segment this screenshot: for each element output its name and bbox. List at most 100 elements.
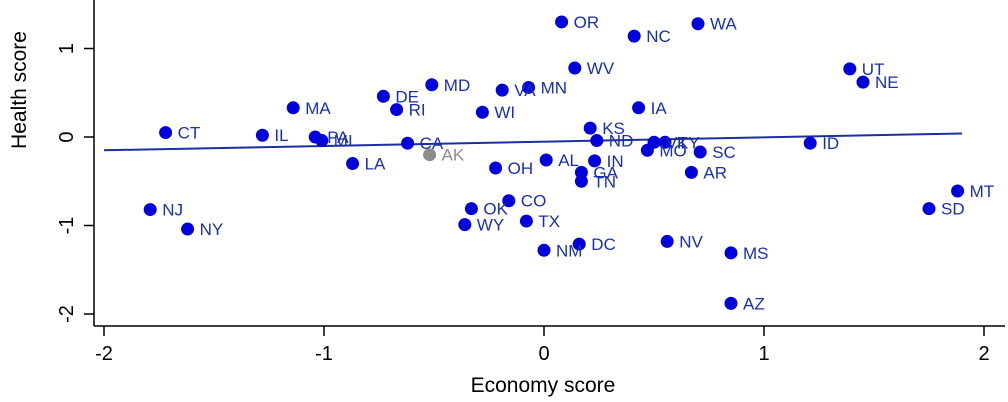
point-ar xyxy=(684,165,698,179)
point-label-wa: WA xyxy=(710,15,737,34)
point-label-az: AZ xyxy=(743,294,765,313)
point-label-ms: MS xyxy=(743,244,769,263)
point-wi xyxy=(475,105,489,119)
point-mn xyxy=(522,80,536,94)
point-label-pa: PA xyxy=(327,128,349,147)
point-label-wi: WI xyxy=(494,103,515,122)
x-tick-label: 1 xyxy=(758,343,769,365)
point-label-va: VA xyxy=(514,81,536,100)
point-label-ok: OK xyxy=(483,200,508,219)
y-tick-label: -1 xyxy=(56,217,78,235)
point-label-ar: AR xyxy=(703,163,727,182)
point-label-al: AL xyxy=(558,151,579,170)
point-sc xyxy=(693,145,707,159)
point-ca xyxy=(401,136,415,150)
point-ia xyxy=(632,101,646,115)
point-label-co: CO xyxy=(521,192,547,211)
point-al xyxy=(539,153,553,167)
x-tick-label: -1 xyxy=(315,343,333,365)
point-label-md: MD xyxy=(444,76,470,95)
point-wy xyxy=(458,218,472,232)
point-ne xyxy=(856,75,870,89)
point-nm xyxy=(537,243,551,257)
point-label-ga: GA xyxy=(593,163,618,182)
point-label-tn: TN xyxy=(593,172,616,191)
point-label-sd: SD xyxy=(941,200,965,219)
point-label-oh: OH xyxy=(508,159,533,178)
y-axis-title: Health score xyxy=(8,31,31,149)
point-label-ma: MA xyxy=(305,99,331,118)
point-dc xyxy=(572,237,586,251)
point-label-wy: WY xyxy=(477,216,504,235)
point-ny xyxy=(181,222,195,236)
point-md xyxy=(425,78,439,92)
x-axis-title: Economy score xyxy=(471,374,616,397)
point-az xyxy=(724,296,738,310)
fit-line xyxy=(103,132,963,152)
point-ms xyxy=(724,246,738,260)
point-la xyxy=(346,157,360,171)
point-label-or: OR xyxy=(574,13,600,32)
y-tick-label: 0 xyxy=(56,131,78,142)
point-label-nc: NC xyxy=(646,27,671,46)
x-tick-label: 0 xyxy=(538,343,549,365)
point-tx xyxy=(519,214,533,228)
point-label-mo: MO xyxy=(659,141,686,160)
y-axis-ticks: -2 -1 0 1 xyxy=(56,43,94,323)
point-label-ks: KS xyxy=(602,119,625,138)
x-tick-label: -2 xyxy=(95,343,113,365)
point-label-ct: CT xyxy=(178,124,201,143)
point-label-nd: ND xyxy=(609,132,634,151)
point-de xyxy=(376,89,390,103)
point-label-dc: DC xyxy=(591,235,616,254)
point-id xyxy=(803,136,817,150)
point-label-nv: NV xyxy=(679,232,703,251)
point-sd xyxy=(922,202,936,216)
point-label-ak: AK xyxy=(442,146,465,165)
point-tn xyxy=(574,174,588,188)
point-or xyxy=(555,15,569,29)
point-label-de: DE xyxy=(395,87,419,106)
point-label-mn: MN xyxy=(541,78,567,97)
point-nc xyxy=(627,29,641,43)
point-co xyxy=(502,194,516,208)
point-ct xyxy=(159,126,173,140)
point-nj xyxy=(143,203,157,217)
point-nv xyxy=(660,234,674,248)
point-label-ne: NE xyxy=(875,73,899,92)
point-label-in: IN xyxy=(607,152,624,171)
point-ma xyxy=(286,101,300,115)
point-mi xyxy=(315,134,329,148)
y-tick-label: -2 xyxy=(56,305,78,323)
point-ky xyxy=(658,135,672,149)
point-va xyxy=(495,83,509,97)
point-mo xyxy=(640,143,654,157)
point-label-mt: MT xyxy=(970,182,995,201)
point-oh xyxy=(489,161,503,175)
point-ks xyxy=(583,121,597,135)
point-label-il: IL xyxy=(274,126,288,145)
point-label-ut: UT xyxy=(862,60,885,79)
point-ut xyxy=(843,62,857,76)
point-label-ri: RI xyxy=(409,101,426,120)
point-ok xyxy=(464,202,478,216)
point-il xyxy=(255,128,269,142)
point-label-la: LA xyxy=(365,155,386,174)
point-label-ky: KY xyxy=(677,133,700,152)
point-label-vt: VT xyxy=(666,133,688,152)
point-label-ca: CA xyxy=(420,134,444,153)
point-mt xyxy=(951,184,965,198)
point-wv xyxy=(568,61,582,75)
y-tick-label: 1 xyxy=(56,43,78,54)
point-label-nj: NJ xyxy=(162,201,183,220)
point-label-tx: TX xyxy=(538,212,560,231)
point-label-sc: SC xyxy=(712,143,736,162)
point-ri xyxy=(390,103,404,117)
point-label-nm: NM xyxy=(556,241,582,260)
point-label-ny: NY xyxy=(200,220,224,239)
point-nd xyxy=(590,134,604,148)
point-label-mi: MI xyxy=(334,132,353,151)
x-tick-label: 2 xyxy=(978,343,989,365)
